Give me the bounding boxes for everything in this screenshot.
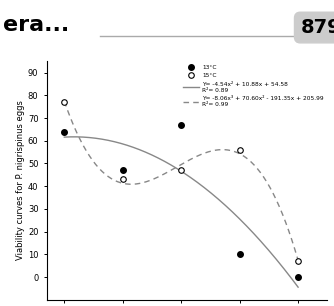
Legend: 13°C, 15°C, Y= -4.54x² + 10.88x + 54.58
R²= 0.89, Y= -8.06x³ + 70.60x² - 191.35x: 13°C, 15°C, Y= -4.54x² + 10.88x + 54.58 … <box>182 64 324 107</box>
Y-axis label: Viability curves for P. nigrispinus eggs: Viability curves for P. nigrispinus eggs <box>16 101 25 260</box>
Text: era...: era... <box>3 15 69 35</box>
Text: 879: 879 <box>300 18 334 37</box>
